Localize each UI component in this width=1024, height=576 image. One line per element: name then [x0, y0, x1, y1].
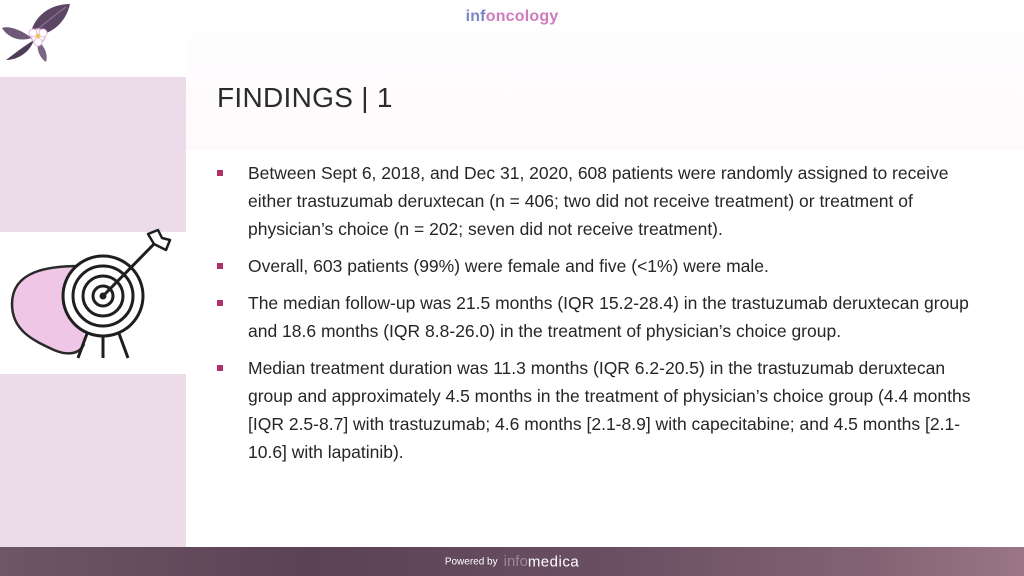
bullet-square-icon — [217, 170, 223, 176]
list-item: Median treatment duration was 11.3 month… — [216, 354, 986, 466]
bullet-text: Median treatment duration was 11.3 month… — [248, 358, 971, 462]
brand-part-2: oncology — [485, 8, 559, 25]
list-item: Between Sept 6, 2018, and Dec 31, 2020, … — [216, 159, 986, 243]
bullet-text: Overall, 603 patients (99%) were female … — [248, 256, 769, 276]
bullet-text: Between Sept 6, 2018, and Dec 31, 2020, … — [248, 163, 949, 239]
bullet-square-icon — [217, 263, 223, 269]
slide-title: FINDINGS | 1 — [217, 82, 393, 113]
header-background — [186, 0, 1024, 150]
bullet-text: The median follow-up was 21.5 months (IQ… — [248, 293, 969, 341]
findings-bullet-list: Between Sept 6, 2018, and Dec 31, 2020, … — [216, 159, 986, 475]
bullet-square-icon — [217, 365, 223, 371]
list-item: The median follow-up was 21.5 months (IQ… — [216, 289, 986, 345]
footer-branding: Powered by infomedica — [0, 553, 1024, 571]
footer-bar: Powered by infomedica — [0, 547, 1024, 576]
brand-logo-text: infoncology — [0, 8, 1024, 26]
left-decor-panel-bottom — [0, 374, 186, 547]
footer-brand-part-1: info — [503, 553, 528, 571]
left-decor-panel-top — [0, 77, 186, 232]
list-item: Overall, 603 patients (99%) were female … — [216, 252, 986, 280]
powered-by-label: Powered by — [444, 556, 498, 568]
brand-part-1: inf — [465, 8, 486, 25]
target-arrow-icon — [10, 228, 172, 359]
footer-brand-part-2: medica — [527, 553, 580, 571]
flower-leaf-logo-icon — [2, 4, 70, 62]
bullet-square-icon — [217, 300, 223, 306]
